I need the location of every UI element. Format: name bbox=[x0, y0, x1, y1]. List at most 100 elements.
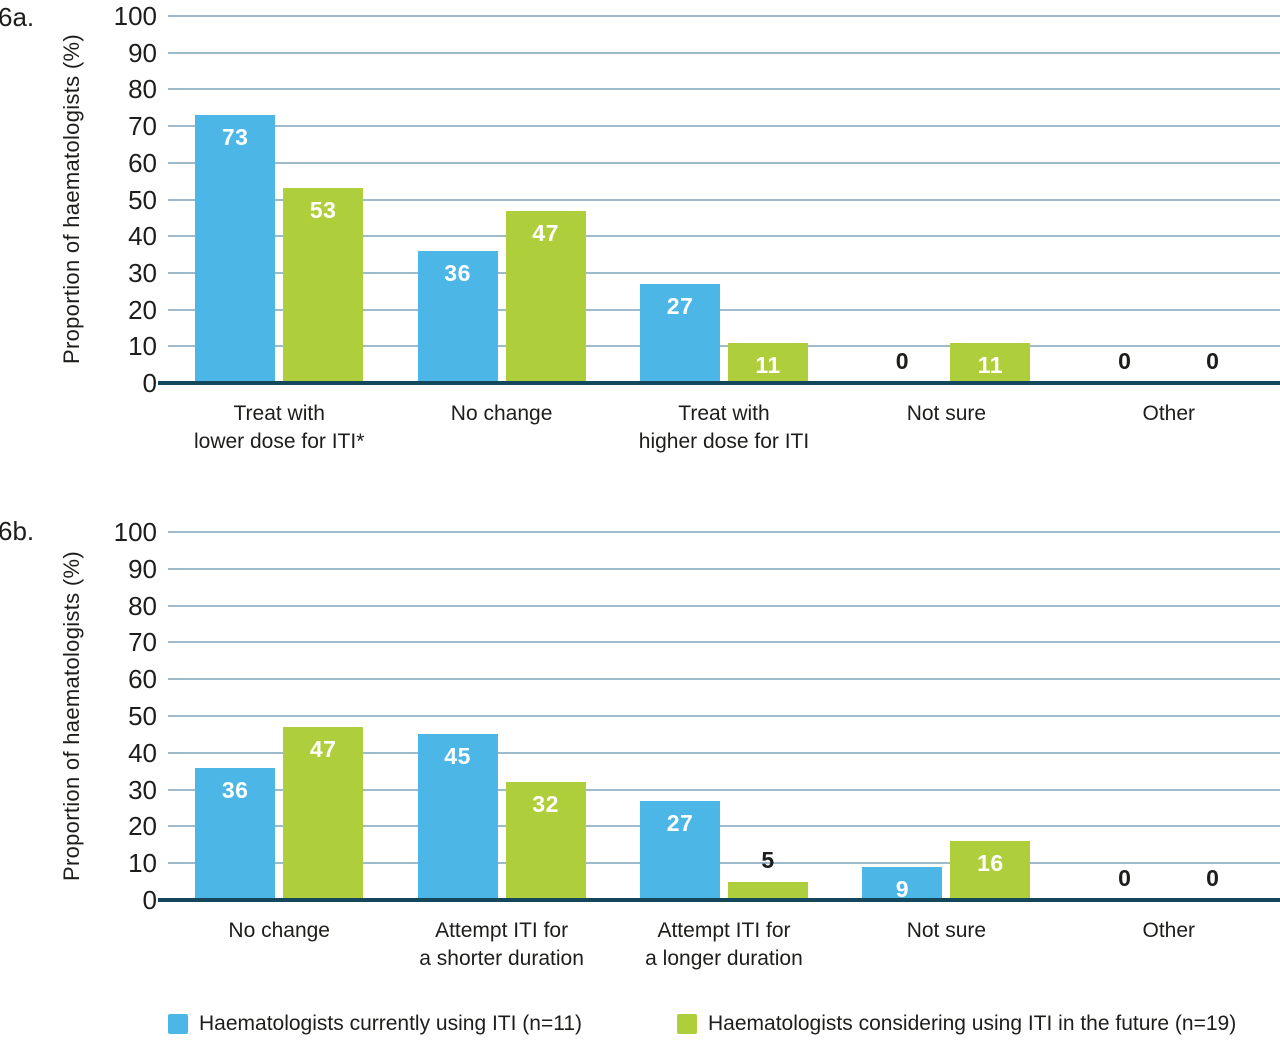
gridline bbox=[168, 308, 1280, 311]
legend-label: Haematologists considering using ITI in … bbox=[708, 1012, 1237, 1035]
bar-value-label: 0 bbox=[1206, 865, 1220, 891]
gridline bbox=[168, 567, 1280, 570]
bar-value-label: 45 bbox=[444, 743, 471, 769]
gridline bbox=[168, 88, 1280, 91]
y-tick-label: 90 bbox=[128, 37, 157, 68]
category-label: No change bbox=[450, 402, 553, 425]
y-tick-label: 100 bbox=[113, 1, 157, 31]
x-axis-line bbox=[158, 898, 1280, 902]
bar: 9 bbox=[862, 867, 943, 902]
gridline bbox=[168, 271, 1280, 274]
y-tick-label: 60 bbox=[128, 664, 157, 695]
y-tick-label: 40 bbox=[128, 737, 157, 768]
legend-label: Haematologists currently using ITI (n=11… bbox=[199, 1012, 583, 1035]
y-tick-label: 90 bbox=[128, 553, 157, 584]
gridline bbox=[168, 161, 1280, 164]
bar-value-label: 0 bbox=[1118, 348, 1132, 374]
bar-value-label: 36 bbox=[444, 260, 471, 286]
y-tick-label: 70 bbox=[128, 627, 157, 658]
bar-value-label: 0 bbox=[895, 348, 910, 374]
bar-value-label: 47 bbox=[309, 736, 337, 762]
category-label: Not sure bbox=[906, 402, 987, 425]
category-label: Other bbox=[1142, 402, 1196, 425]
gridline bbox=[168, 715, 1280, 717]
blue-square-swatch-icon bbox=[168, 1014, 188, 1034]
y-tick-label: 30 bbox=[128, 774, 157, 805]
bar: 45 bbox=[417, 734, 498, 900]
y-tick-label: 80 bbox=[128, 74, 157, 105]
bar: 11 bbox=[728, 343, 808, 383]
category-label: Not sure bbox=[906, 919, 987, 942]
chart-panel-6a: 6a. Proportion of haematologists (%) 0 10… bbox=[0, 0, 1280, 460]
gridline bbox=[168, 788, 1280, 791]
plot-area: 0 10 20 30 40 50 60 70 80 90 100 73 53 Treat with lowe… bbox=[114, 1, 1280, 453]
y-tick-label: 40 bbox=[128, 221, 157, 252]
bar: 27 bbox=[640, 284, 720, 383]
bar-value-label: 53 bbox=[309, 197, 337, 223]
bar: 5 bbox=[728, 847, 808, 900]
bar-value-label: 27 bbox=[666, 293, 694, 319]
panel-label: 6a. bbox=[0, 2, 35, 32]
chart-legend: Haematologists currently using ITI (n=11… bbox=[0, 1008, 1280, 1040]
y-tick-label: 10 bbox=[128, 848, 157, 879]
gridline bbox=[168, 235, 1280, 238]
gridline bbox=[168, 125, 1280, 128]
category-label: Attempt ITI for a longer duration bbox=[645, 919, 803, 970]
y-tick-label: 30 bbox=[128, 257, 157, 288]
bar: 73 bbox=[195, 115, 276, 383]
bar: 47 bbox=[505, 211, 586, 383]
y-tick-label: 80 bbox=[128, 590, 157, 621]
legend-item-considering-using: Haematologists considering using ITI in … bbox=[677, 1008, 1236, 1040]
panel-label: 6b. bbox=[0, 516, 35, 546]
gridline bbox=[168, 531, 1280, 533]
bar-value-label: 5 bbox=[761, 847, 775, 873]
gridline bbox=[168, 15, 1280, 17]
category-label: Treat with higher dose for ITI bbox=[638, 402, 810, 453]
category-label: Treat with lower dose for ITI* bbox=[193, 402, 365, 453]
y-tick-label: 0 bbox=[142, 368, 157, 398]
y-tick-label: 20 bbox=[128, 294, 157, 325]
category-label: Attempt ITI for a shorter duration bbox=[419, 919, 584, 970]
bar-value-label: 73 bbox=[221, 124, 249, 150]
bar-value-label: 0 bbox=[1118, 865, 1132, 891]
bar: 53 bbox=[283, 188, 364, 383]
y-tick-label: 20 bbox=[128, 811, 157, 842]
bar: 32 bbox=[505, 782, 586, 900]
y-tick-label: 60 bbox=[128, 147, 157, 178]
gridline bbox=[168, 825, 1280, 828]
bar: 27 bbox=[640, 801, 720, 900]
gridline bbox=[168, 641, 1280, 644]
bar-value-label: 16 bbox=[977, 850, 1004, 876]
gridline bbox=[168, 198, 1280, 201]
plot-area: 0 10 20 30 40 50 60 70 80 90 100 36 47 No change 45 32 A… bbox=[114, 517, 1280, 970]
gridline bbox=[168, 751, 1280, 754]
y-tick-label: 70 bbox=[128, 111, 157, 142]
bar-value-label: 11 bbox=[977, 352, 1004, 378]
gridline bbox=[168, 51, 1280, 54]
bar: 36 bbox=[417, 251, 498, 383]
chart-panel-6b: 6b. Proportion of haematologists (%) 0 10… bbox=[0, 514, 1280, 974]
category-label: No change bbox=[228, 919, 330, 942]
bar-value-label: 27 bbox=[666, 810, 694, 836]
bar: 36 bbox=[195, 768, 276, 900]
bar-value-label: 47 bbox=[532, 220, 559, 246]
legend-item-currently-using: Haematologists currently using ITI (n=11… bbox=[168, 1008, 582, 1040]
x-axis-line bbox=[158, 381, 1280, 385]
y-tick-label: 50 bbox=[128, 701, 157, 731]
green-square-swatch-icon bbox=[677, 1014, 697, 1034]
bar-value-label: 32 bbox=[532, 791, 559, 817]
gridline bbox=[168, 862, 1280, 865]
y-tick-label: 50 bbox=[128, 184, 157, 215]
bar: 11 bbox=[950, 343, 1031, 383]
bar-value-label: 36 bbox=[221, 777, 249, 803]
bar-value-label: 11 bbox=[755, 352, 781, 378]
category-label: Other bbox=[1142, 919, 1196, 942]
y-tick-label: 10 bbox=[128, 331, 157, 362]
bar: 47 bbox=[283, 727, 364, 900]
y-tick-label: 0 bbox=[142, 885, 157, 915]
bar: 16 bbox=[950, 841, 1031, 900]
bar-value-label: 9 bbox=[895, 876, 910, 902]
bar-value-label: 0 bbox=[1206, 348, 1220, 374]
y-tick-label: 100 bbox=[113, 517, 157, 547]
gridline bbox=[168, 345, 1280, 348]
